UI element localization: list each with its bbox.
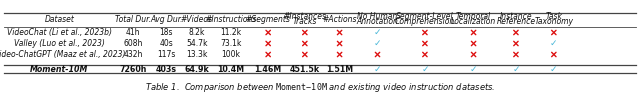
Text: ✓: ✓	[512, 65, 520, 74]
Text: 18s: 18s	[159, 28, 173, 37]
Text: Annotation: Annotation	[356, 17, 399, 26]
Text: #Videos: #Videos	[180, 15, 212, 25]
Text: ✓: ✓	[374, 28, 381, 37]
Text: Temporal: Temporal	[456, 12, 491, 21]
Text: #Instructions: #Instructions	[205, 15, 257, 25]
Text: 10.4M: 10.4M	[218, 65, 244, 74]
Text: Instance: Instance	[500, 12, 532, 21]
Text: Tracks: Tracks	[292, 17, 317, 26]
Text: #Instances: #Instances	[284, 12, 326, 21]
Text: ✓: ✓	[374, 39, 381, 48]
Text: VideoChat (Li et al., 2023b): VideoChat (Li et al., 2023b)	[7, 28, 112, 37]
Text: No Human: No Human	[357, 12, 397, 21]
Text: #Segments: #Segments	[246, 15, 291, 25]
Text: 64.9k: 64.9k	[184, 65, 209, 74]
Text: ✓: ✓	[421, 65, 429, 74]
Text: Comprehension: Comprehension	[395, 17, 455, 26]
Text: 7260h: 7260h	[119, 65, 147, 74]
Text: ✓: ✓	[374, 65, 381, 74]
Text: Taxonomy: Taxonomy	[534, 17, 573, 26]
Text: Table 1.  Comparison between $\mathtt{Moment{-}10M}$ and existing video instruct: Table 1. Comparison between $\mathtt{Mom…	[145, 82, 495, 95]
Text: 13.3k: 13.3k	[186, 50, 207, 59]
Text: ✓: ✓	[550, 65, 557, 74]
Text: 1.46M: 1.46M	[255, 65, 282, 74]
Text: Dataset: Dataset	[44, 15, 74, 25]
Text: 608h: 608h	[124, 39, 143, 48]
Text: Segment-Level: Segment-Level	[396, 12, 454, 21]
Text: #Actions: #Actions	[323, 15, 357, 25]
Text: Reference: Reference	[497, 17, 536, 26]
Text: 451.5k: 451.5k	[290, 65, 320, 74]
Text: 11.2k: 11.2k	[220, 28, 241, 37]
Text: Valley (Luo et al., 2023): Valley (Luo et al., 2023)	[14, 39, 105, 48]
Text: 41h: 41h	[125, 28, 140, 37]
Text: Total Dur.: Total Dur.	[115, 15, 151, 25]
Text: 73.1k: 73.1k	[220, 39, 241, 48]
Text: Video-ChatGPT (Maaz et al., 2023): Video-ChatGPT (Maaz et al., 2023)	[0, 50, 125, 59]
Text: ✓: ✓	[550, 39, 557, 48]
Text: 117s: 117s	[157, 50, 175, 59]
Text: 1.51M: 1.51M	[326, 65, 353, 74]
Text: 54.7k: 54.7k	[186, 39, 207, 48]
Text: 432h: 432h	[124, 50, 143, 59]
Text: 100k: 100k	[221, 50, 241, 59]
Text: Localization: Localization	[451, 17, 496, 26]
Text: ✓: ✓	[470, 65, 477, 74]
Text: Moment-10M: Moment-10M	[30, 65, 88, 74]
Text: 8.2k: 8.2k	[189, 28, 205, 37]
Text: Avg Dur.: Avg Dur.	[150, 15, 182, 25]
Text: 403s: 403s	[156, 65, 177, 74]
Text: 40s: 40s	[159, 39, 173, 48]
Text: Task: Task	[545, 12, 563, 21]
